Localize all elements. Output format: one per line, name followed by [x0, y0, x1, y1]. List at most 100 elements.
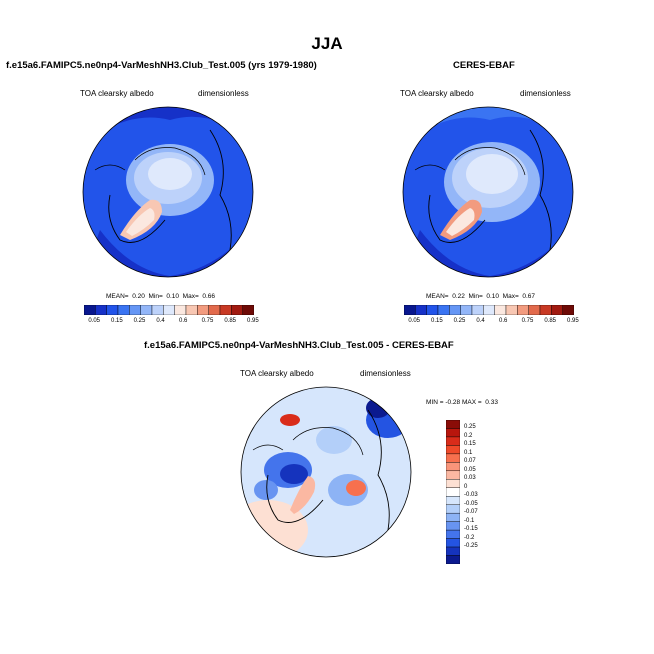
diff-colorbar-swatch — [446, 529, 460, 539]
model-colorbar-tick-label: 0.75 — [201, 318, 214, 324]
obs-colorbar-swatch — [562, 305, 574, 315]
model-colorbar-swatch — [219, 305, 232, 315]
model-colorbar-swatch — [242, 305, 254, 315]
diff-colorbar-tick-label: -0.15 — [464, 526, 478, 533]
model-colorbar-swatch — [84, 305, 96, 315]
obs-colorbar-swatch — [449, 305, 461, 315]
diff-colorbar-swatch — [446, 504, 460, 514]
diff-colorbar-swatch — [446, 453, 460, 463]
diff-colorbar-swatch — [446, 496, 460, 505]
model-colorbar-swatch — [151, 305, 164, 315]
model-stats: MEAN= 0.20 Min= 0.10 Max= 0.66 — [106, 293, 216, 300]
obs-colorbar-swatch — [426, 305, 439, 315]
obs-colorbar-tick-label: 0.6 — [499, 318, 508, 324]
model-variable-label: TOA clearsky albedo — [80, 89, 154, 98]
obs-colorbar-swatch — [528, 305, 541, 315]
diff-colorbar-tick-label: -0.05 — [464, 500, 478, 507]
obs-colorbar — [404, 305, 574, 315]
diff-colorbar-swatch — [446, 512, 460, 522]
model-colorbar-swatch — [231, 305, 243, 315]
obs-colorbar-swatch — [517, 305, 529, 315]
obs-colorbar-labels: 0.05 0.15 0.25 0.4 0.6 0.75 0.85 0.95 — [404, 318, 578, 327]
obs-colorbar-tick-label: 0.95 — [567, 318, 579, 324]
model-colorbar-swatch — [129, 305, 141, 315]
diff-colorbar-tick-label: 0.25 — [464, 424, 476, 431]
diff-colorbar-swatch — [446, 521, 460, 531]
model-colorbar-swatch — [106, 305, 119, 315]
obs-colorbar-tick-label: 0.4 — [476, 318, 485, 324]
diff-colorbar-tick-label: 0.03 — [464, 475, 476, 482]
model-colorbar-swatch — [174, 305, 187, 315]
model-colorbar-swatch — [185, 305, 198, 315]
model-colorbar-tick-label: 0.15 — [111, 318, 123, 324]
obs-polar-map — [402, 106, 574, 278]
diff-colorbar-swatch — [446, 420, 460, 429]
diff-colorbar-tick-label: 0.2 — [464, 432, 473, 439]
model-colorbar-swatch — [140, 305, 153, 315]
diff-colorbar — [446, 420, 460, 564]
model-units-label: dimensionless — [198, 89, 249, 98]
obs-colorbar-swatch — [539, 305, 552, 315]
obs-units-label: dimensionless — [520, 89, 571, 98]
diff-colorbar-tick-label: -0.2 — [464, 534, 475, 541]
diff-colorbar-swatch — [446, 462, 460, 472]
diff-colorbar-tick-label: 0.05 — [464, 466, 476, 473]
obs-colorbar-tick-label: 0.05 — [408, 318, 421, 324]
diff-colorbar-tick-label: 0.1 — [464, 449, 473, 456]
diff-colorbar-swatch — [446, 436, 460, 446]
diff-colorbar-tick-label: -0.25 — [464, 543, 478, 550]
obs-colorbar-swatch — [483, 305, 495, 315]
model-colorbar-tick-label: 0.85 — [224, 318, 237, 324]
model-colorbar-tick-label: 0.95 — [247, 318, 259, 324]
diff-colorbar-swatch — [446, 428, 460, 438]
obs-colorbar-tick-label: 0.85 — [544, 318, 557, 324]
obs-colorbar-swatch — [494, 305, 507, 315]
diff-colorbar-tick-label: -0.07 — [464, 509, 478, 516]
diff-colorbar-tick-label: -0.1 — [464, 517, 475, 524]
diff-colorbar-swatch — [446, 546, 460, 556]
diff-colorbar-tick-label: 0 — [464, 483, 468, 490]
model-colorbar-swatch — [197, 305, 209, 315]
model-colorbar-tick-label: 0.4 — [156, 318, 165, 324]
diff-colorbar-tick-label: 0.07 — [464, 458, 476, 465]
obs-colorbar-swatch — [471, 305, 484, 315]
obs-colorbar-swatch — [404, 305, 416, 315]
obs-colorbar-tick-label: 0.15 — [431, 318, 443, 324]
model-colorbar-tick-label: 0.05 — [88, 318, 101, 324]
diff-panel-title: f.e15a6.FAMIPC5.ne0np4-VarMeshNH3.Club_T… — [144, 340, 454, 351]
diff-units-label: dimensionless — [360, 369, 411, 378]
diff-colorbar-swatch — [446, 470, 460, 480]
model-colorbar-swatch — [208, 305, 221, 315]
obs-panel-title: CERES-EBAF — [453, 60, 515, 71]
obs-colorbar-swatch — [505, 305, 518, 315]
diff-stats: MIN = -0.28 MAX = 0.33 — [426, 399, 498, 406]
model-colorbar-swatch — [117, 305, 130, 315]
diff-variable-label: TOA clearsky albedo — [240, 369, 314, 378]
model-colorbar-tick-label: 0.6 — [179, 318, 188, 324]
obs-colorbar-tick-label: 0.75 — [521, 318, 534, 324]
diff-colorbar-tick-label: -0.03 — [464, 492, 478, 499]
model-panel-title: f.e15a6.FAMIPC5.ne0np4-VarMeshNH3.Club_T… — [6, 60, 317, 71]
obs-colorbar-swatch — [460, 305, 473, 315]
model-colorbar-tick-label: 0.25 — [133, 318, 146, 324]
obs-colorbar-swatch — [551, 305, 563, 315]
obs-stats: MEAN= 0.22 Min= 0.10 Max= 0.67 — [426, 293, 536, 300]
obs-colorbar-swatch — [437, 305, 450, 315]
obs-variable-label: TOA clearsky albedo — [400, 89, 474, 98]
diff-colorbar-tick-label: 0.15 — [464, 441, 476, 448]
diff-colorbar-swatch — [446, 479, 460, 488]
diff-colorbar-swatch — [446, 445, 460, 455]
model-colorbar-swatch — [163, 305, 175, 315]
model-polar-map — [82, 106, 254, 278]
model-colorbar-swatch — [95, 305, 107, 315]
obs-colorbar-swatch — [415, 305, 427, 315]
diff-polar-map — [240, 386, 412, 558]
diff-colorbar-swatch — [446, 487, 460, 497]
diff-colorbar-labels: 0.25 0.2 0.15 0.1 0.07 0.05 0.03 0 -0.03 -0.05 -0.… — [464, 420, 504, 564]
diff-colorbar-swatch — [446, 555, 460, 564]
model-colorbar-labels: 0.05 0.15 0.25 0.4 0.6 0.75 0.85 0.95 — [84, 318, 258, 327]
obs-colorbar-tick-label: 0.25 — [453, 318, 466, 324]
main-title: JJA — [311, 34, 343, 53]
model-colorbar — [84, 305, 254, 315]
diff-colorbar-swatch — [446, 538, 460, 548]
